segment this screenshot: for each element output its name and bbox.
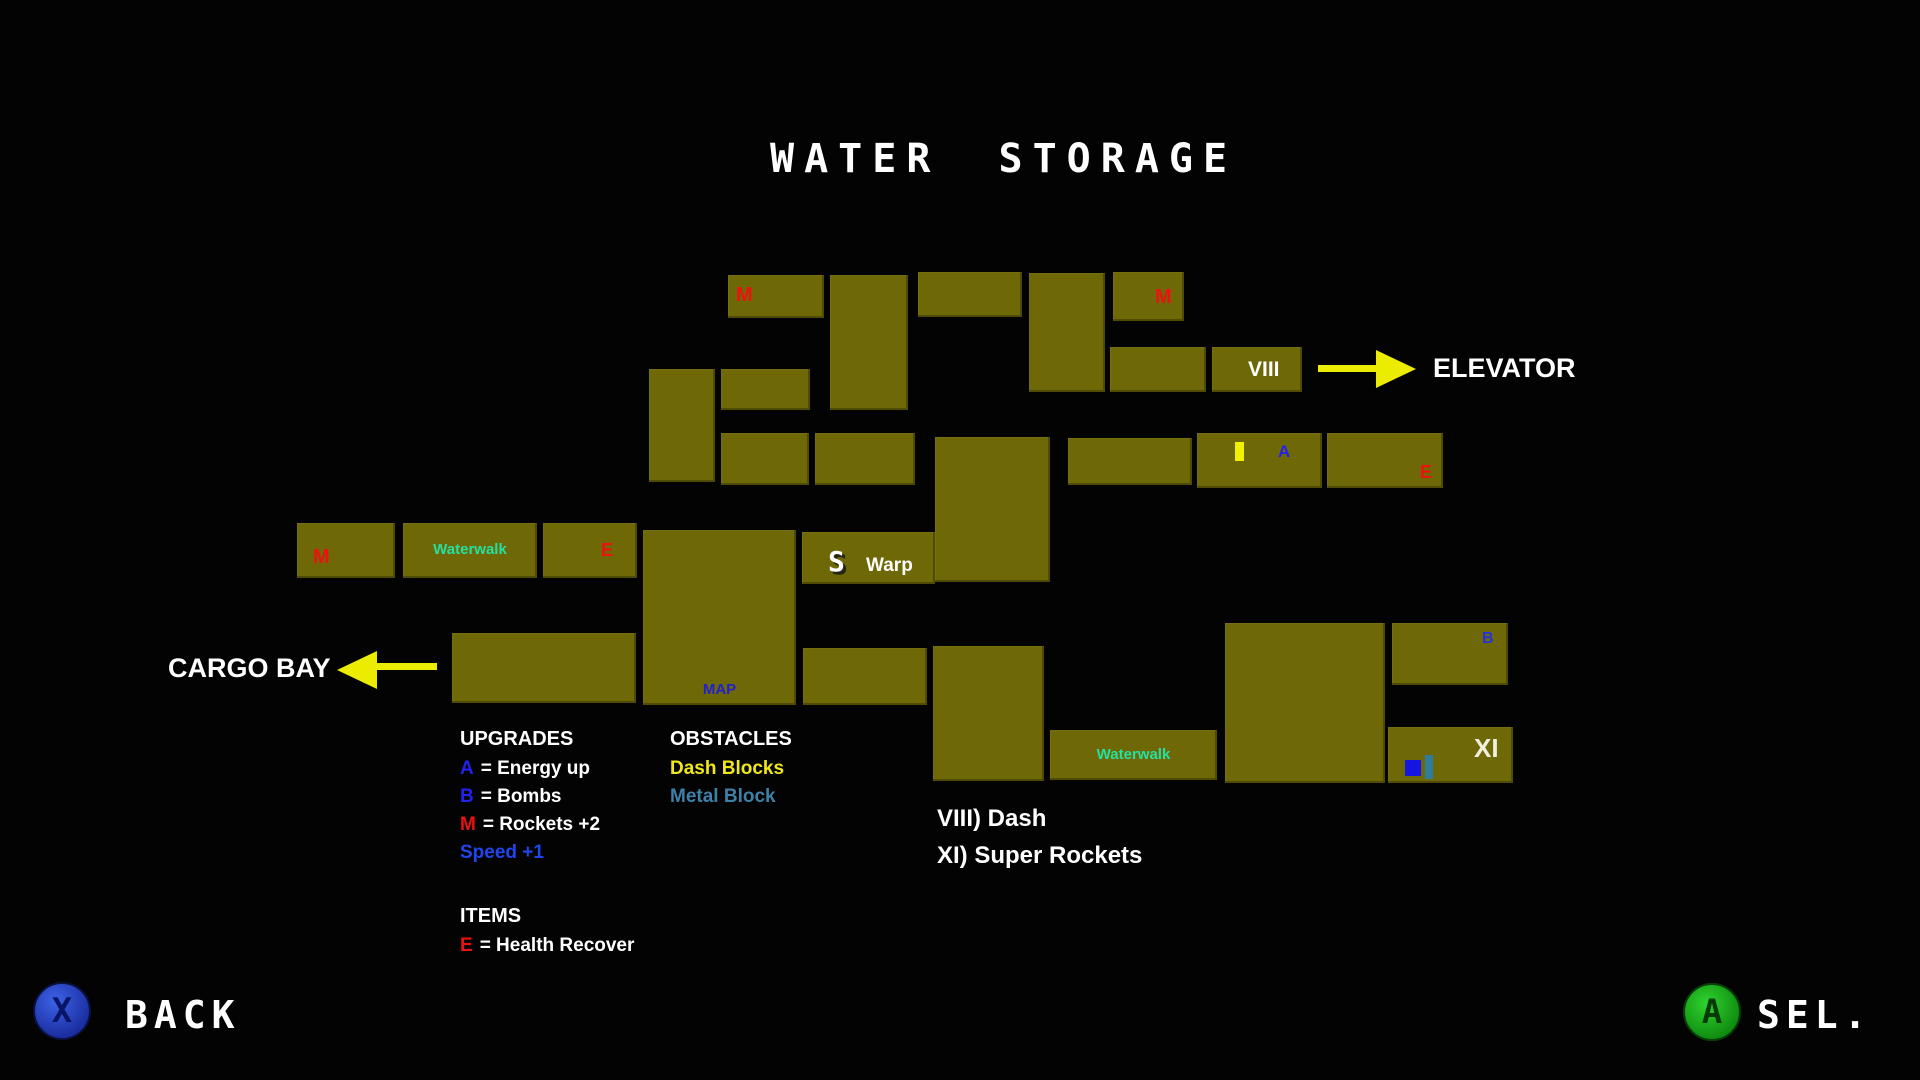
- room-m-topright: M: [1113, 272, 1184, 321]
- room-m-left: M: [297, 523, 395, 578]
- cargo-bay-arrow-icon: [337, 651, 377, 689]
- legend-entry-key: B: [460, 786, 474, 807]
- room-tall-center: [935, 437, 1050, 582]
- room-mid-3: [815, 433, 915, 485]
- health-recover-marker: E: [601, 540, 614, 560]
- room-note: XI) Super Rockets: [937, 842, 1143, 869]
- elevator-label: ELEVATOR: [1433, 353, 1576, 383]
- room-tall-mid-left: [649, 369, 715, 482]
- room-number-label: XI: [1474, 733, 1499, 763]
- room-m-topleft: M: [728, 275, 824, 318]
- room-tall-top2: [1029, 273, 1105, 392]
- room-top-mid: [918, 272, 1022, 317]
- waterwalk-label: Waterwalk: [433, 541, 507, 558]
- legend-items-heading: ITEMS: [460, 905, 522, 927]
- room-pre-elevator: [1110, 347, 1206, 392]
- room-mid-2: [721, 433, 809, 485]
- room-bombs: B: [1392, 623, 1508, 685]
- back-button[interactable]: BACK: [125, 993, 241, 1037]
- a-button-icon[interactable]: A: [1683, 983, 1741, 1041]
- room-health-left: E: [543, 523, 637, 578]
- room-mid-4: [1068, 438, 1192, 485]
- rocket-upgrade-marker: M: [736, 284, 753, 306]
- room-big-right: [1225, 623, 1385, 783]
- room-map-station: MAP: [643, 530, 796, 705]
- room-note: VIII) Dash: [937, 805, 1047, 832]
- cargo-bay-arrow-icon: [373, 663, 437, 670]
- legend-obstacles-list: Dash Blocks Metal Block: [670, 758, 792, 814]
- legend-entry: Metal Block: [670, 786, 792, 814]
- a-button-glyph: A: [1701, 992, 1723, 1032]
- legend-entry: M = Rockets +2: [460, 814, 600, 842]
- room-tall-low: [933, 646, 1044, 781]
- map-room-label: MAP: [702, 681, 737, 698]
- room-warp-station: S Warp: [802, 532, 935, 584]
- room-waterwalk-low: Waterwalk: [1050, 730, 1217, 780]
- legend-entry-key: M: [460, 814, 476, 835]
- room-notes: VIII) Dash XI) Super Rockets: [937, 805, 1142, 879]
- dash-block-marker: [1235, 442, 1244, 461]
- page-title: WATER STORAGE: [770, 136, 1238, 182]
- room-xi: XI: [1388, 727, 1513, 783]
- room-number-label: VIII: [1248, 358, 1280, 381]
- legend-entry-key: E: [460, 935, 473, 956]
- legend-entry-key: A: [460, 758, 474, 779]
- select-button[interactable]: SEL.: [1757, 993, 1873, 1037]
- room-health-right: E: [1327, 433, 1443, 488]
- waterwalk-label: Waterwalk: [1096, 746, 1171, 763]
- room-mid-1: [721, 369, 810, 410]
- x-button-glyph: X: [51, 991, 73, 1031]
- room-tall-top1: [830, 275, 908, 410]
- elevator-arrow-icon: [1318, 365, 1384, 372]
- cargo-bay-label: CARGO BAY: [168, 653, 331, 683]
- legend-obstacles-heading: OBSTACLES: [670, 728, 792, 750]
- speed-upgrade-marker: [1405, 760, 1421, 776]
- rocket-upgrade-marker: M: [1155, 286, 1172, 308]
- room-low-1: [803, 648, 927, 705]
- x-button-icon[interactable]: X: [33, 982, 91, 1040]
- room-waterwalk-left: Waterwalk: [403, 523, 537, 578]
- legend-upgrades-heading: UPGRADES: [460, 728, 574, 750]
- legend-entry-text: = Rockets +2: [482, 814, 601, 835]
- room-dash-energy: A: [1197, 433, 1322, 488]
- legend-entry: E = Health Recover: [460, 935, 634, 963]
- bomb-upgrade-marker: B: [1482, 630, 1494, 647]
- legend-upgrades-list: A = Energy up B = Bombs M = Rockets +2 Speed +…: [460, 758, 600, 870]
- health-recover-marker: E: [1420, 462, 1433, 482]
- warp-station-icon: S: [828, 545, 845, 578]
- legend-entry: B = Bombs: [460, 786, 600, 814]
- metal-block-marker: [1425, 755, 1433, 779]
- legend-entry-text: = Energy up: [480, 758, 591, 779]
- warp-label: Warp: [866, 555, 913, 576]
- legend-entry-text: Metal Block: [670, 786, 776, 807]
- legend-entry: A = Energy up: [460, 758, 600, 786]
- legend-entry: Dash Blocks: [670, 758, 792, 786]
- energy-upgrade-marker: A: [1278, 442, 1291, 461]
- legend-entry-text: = Health Recover: [479, 935, 635, 956]
- room-viii-elevator: VIII: [1212, 347, 1302, 392]
- legend-entry-text: Speed +1: [460, 842, 544, 863]
- room-cargo-exit: [452, 633, 636, 703]
- legend-items-list: E = Health Recover: [460, 935, 634, 963]
- legend-entry-text: Dash Blocks: [670, 758, 785, 779]
- legend-items: ITEMS E = Health Recover: [460, 905, 634, 963]
- legend-obstacles: OBSTACLES Dash Blocks Metal Block: [670, 728, 792, 814]
- legend-upgrades: UPGRADES A = Energy up B = Bombs M = Rockets …: [460, 728, 600, 870]
- rocket-upgrade-marker: M: [313, 546, 330, 568]
- legend-entry: Speed +1: [460, 842, 600, 870]
- elevator-arrow-icon: [1376, 350, 1416, 388]
- legend-entry-text: = Bombs: [480, 786, 562, 807]
